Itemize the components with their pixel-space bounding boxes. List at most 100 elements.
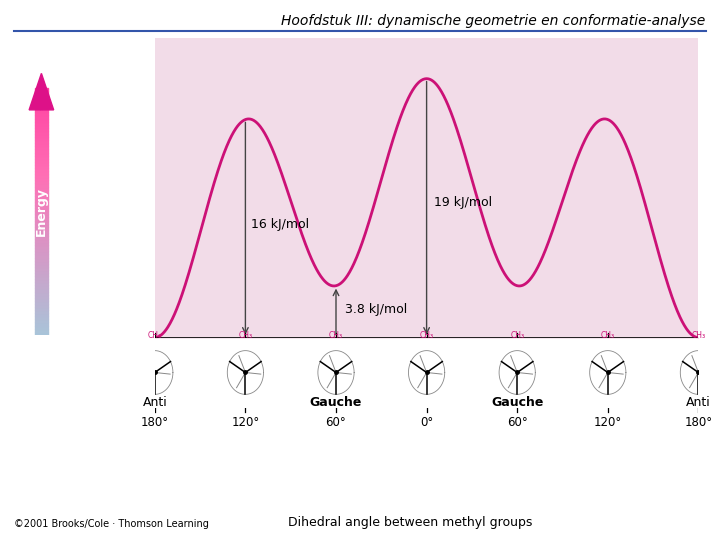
- FancyArrow shape: [35, 239, 48, 242]
- FancyArrow shape: [35, 103, 48, 106]
- FancyArrow shape: [35, 116, 48, 119]
- Text: Hoofdstuk III: dynamische geometrie en conformatie-analyse: Hoofdstuk III: dynamische geometrie en c…: [282, 14, 706, 28]
- Text: Gauche: Gauche: [310, 396, 362, 409]
- FancyArrow shape: [35, 150, 48, 153]
- Text: 60°: 60°: [325, 416, 346, 429]
- FancyArrow shape: [35, 196, 48, 199]
- Text: CH₃: CH₃: [420, 330, 433, 340]
- FancyArrow shape: [35, 310, 48, 313]
- FancyArrow shape: [35, 211, 48, 214]
- Text: Energy: Energy: [35, 187, 48, 236]
- FancyArrow shape: [35, 140, 48, 143]
- FancyArrow shape: [35, 184, 48, 186]
- FancyArrow shape: [35, 106, 48, 109]
- FancyArrow shape: [35, 313, 48, 316]
- FancyArrow shape: [35, 125, 48, 128]
- FancyArrow shape: [35, 199, 48, 202]
- FancyArrow shape: [35, 112, 48, 116]
- FancyArrow shape: [35, 316, 48, 319]
- FancyArrow shape: [35, 91, 48, 94]
- FancyArrow shape: [35, 100, 48, 103]
- Text: CH₃: CH₃: [238, 330, 253, 340]
- FancyArrow shape: [35, 326, 48, 329]
- Text: CH₃: CH₃: [148, 330, 162, 340]
- FancyArrow shape: [35, 156, 48, 159]
- Text: 0°: 0°: [420, 416, 433, 429]
- FancyArrow shape: [35, 245, 48, 248]
- Text: Dihedral angle between methyl groups: Dihedral angle between methyl groups: [288, 516, 533, 529]
- FancyArrow shape: [35, 137, 48, 140]
- FancyArrow shape: [35, 134, 48, 137]
- Text: 3.8 kJ/mol: 3.8 kJ/mol: [345, 302, 408, 315]
- FancyArrow shape: [35, 186, 48, 190]
- Text: 60°: 60°: [507, 416, 528, 429]
- FancyArrow shape: [35, 119, 48, 122]
- FancyArrow shape: [35, 332, 48, 335]
- FancyArrow shape: [35, 292, 48, 295]
- FancyArrow shape: [35, 159, 48, 162]
- FancyArrow shape: [35, 322, 48, 326]
- Text: Anti: Anti: [686, 396, 711, 409]
- FancyArrow shape: [35, 258, 48, 261]
- FancyArrow shape: [35, 143, 48, 146]
- FancyArrow shape: [35, 109, 48, 112]
- FancyArrow shape: [35, 319, 48, 322]
- FancyArrow shape: [35, 220, 48, 224]
- FancyArrow shape: [35, 174, 48, 177]
- FancyArrow shape: [35, 190, 48, 193]
- FancyArrow shape: [35, 218, 48, 220]
- Text: CH₃: CH₃: [691, 330, 706, 340]
- FancyArrow shape: [35, 329, 48, 332]
- FancyArrow shape: [35, 227, 48, 230]
- FancyArrow shape: [35, 295, 48, 298]
- FancyArrow shape: [35, 122, 48, 125]
- Text: ©2001 Brooks/Cole · Thomson Learning: ©2001 Brooks/Cole · Thomson Learning: [14, 519, 210, 529]
- FancyArrow shape: [35, 261, 48, 264]
- FancyArrow shape: [35, 273, 48, 276]
- FancyArrow shape: [35, 248, 48, 252]
- FancyArrow shape: [35, 301, 48, 304]
- Text: 120°: 120°: [231, 416, 259, 429]
- FancyArrow shape: [35, 153, 48, 156]
- Text: 180°: 180°: [684, 416, 713, 429]
- FancyArrow shape: [35, 214, 48, 218]
- FancyArrow shape: [35, 233, 48, 236]
- FancyArrow shape: [35, 193, 48, 196]
- FancyArrow shape: [35, 165, 48, 168]
- Text: Anti: Anti: [143, 396, 167, 409]
- FancyArrow shape: [35, 307, 48, 310]
- FancyArrow shape: [35, 242, 48, 245]
- FancyArrow shape: [35, 252, 48, 254]
- FancyArrow shape: [35, 205, 48, 208]
- FancyArrow shape: [35, 168, 48, 171]
- FancyArrow shape: [35, 236, 48, 239]
- Text: 16 kJ/mol: 16 kJ/mol: [251, 218, 310, 231]
- FancyArrow shape: [35, 177, 48, 180]
- FancyArrow shape: [35, 180, 48, 184]
- FancyArrow shape: [35, 282, 48, 285]
- FancyArrow shape: [35, 298, 48, 301]
- Text: Gauche: Gauche: [491, 396, 544, 409]
- FancyArrow shape: [35, 87, 48, 91]
- FancyArrow shape: [35, 276, 48, 279]
- FancyArrow shape: [35, 97, 48, 100]
- FancyArrow shape: [35, 131, 48, 134]
- FancyArrow shape: [29, 73, 54, 110]
- Text: CH₃: CH₃: [329, 330, 343, 340]
- FancyArrow shape: [35, 285, 48, 288]
- FancyArrow shape: [35, 264, 48, 267]
- Text: 180°: 180°: [140, 416, 169, 429]
- FancyArrow shape: [35, 162, 48, 165]
- FancyArrow shape: [35, 270, 48, 273]
- FancyArrow shape: [35, 208, 48, 211]
- FancyArrow shape: [35, 279, 48, 282]
- Text: CH₃: CH₃: [510, 330, 524, 340]
- FancyArrow shape: [35, 254, 48, 258]
- FancyArrow shape: [35, 128, 48, 131]
- Text: 19 kJ/mol: 19 kJ/mol: [434, 197, 492, 210]
- FancyArrow shape: [35, 304, 48, 307]
- FancyArrow shape: [35, 146, 48, 150]
- FancyArrow shape: [35, 288, 48, 292]
- FancyArrow shape: [35, 94, 48, 97]
- FancyArrow shape: [35, 267, 48, 270]
